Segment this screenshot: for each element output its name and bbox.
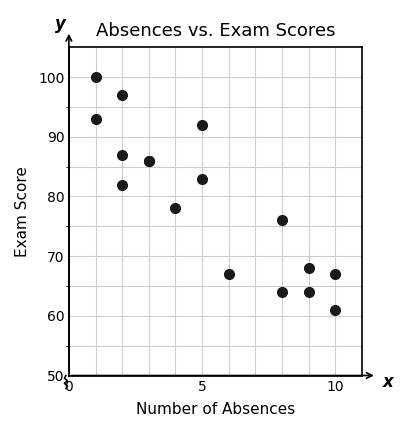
Text: y: y bbox=[54, 15, 65, 33]
Point bbox=[92, 115, 99, 122]
Point bbox=[145, 157, 152, 164]
Text: x: x bbox=[382, 373, 392, 391]
Title: Absences vs. Exam Scores: Absences vs. Exam Scores bbox=[95, 22, 335, 40]
Point bbox=[172, 205, 178, 212]
X-axis label: Number of Absences: Number of Absences bbox=[135, 402, 294, 417]
Point bbox=[305, 289, 311, 295]
Point bbox=[331, 306, 338, 313]
Point bbox=[145, 157, 152, 164]
Point bbox=[198, 121, 205, 128]
Point bbox=[331, 270, 338, 277]
Point bbox=[225, 270, 231, 277]
Point bbox=[278, 217, 285, 224]
Point bbox=[198, 175, 205, 182]
Y-axis label: Exam Score: Exam Score bbox=[15, 166, 30, 257]
Point bbox=[305, 265, 311, 272]
Point bbox=[119, 92, 125, 98]
Point bbox=[278, 289, 285, 295]
Point bbox=[92, 74, 99, 81]
Point bbox=[119, 151, 125, 158]
Point bbox=[119, 181, 125, 188]
